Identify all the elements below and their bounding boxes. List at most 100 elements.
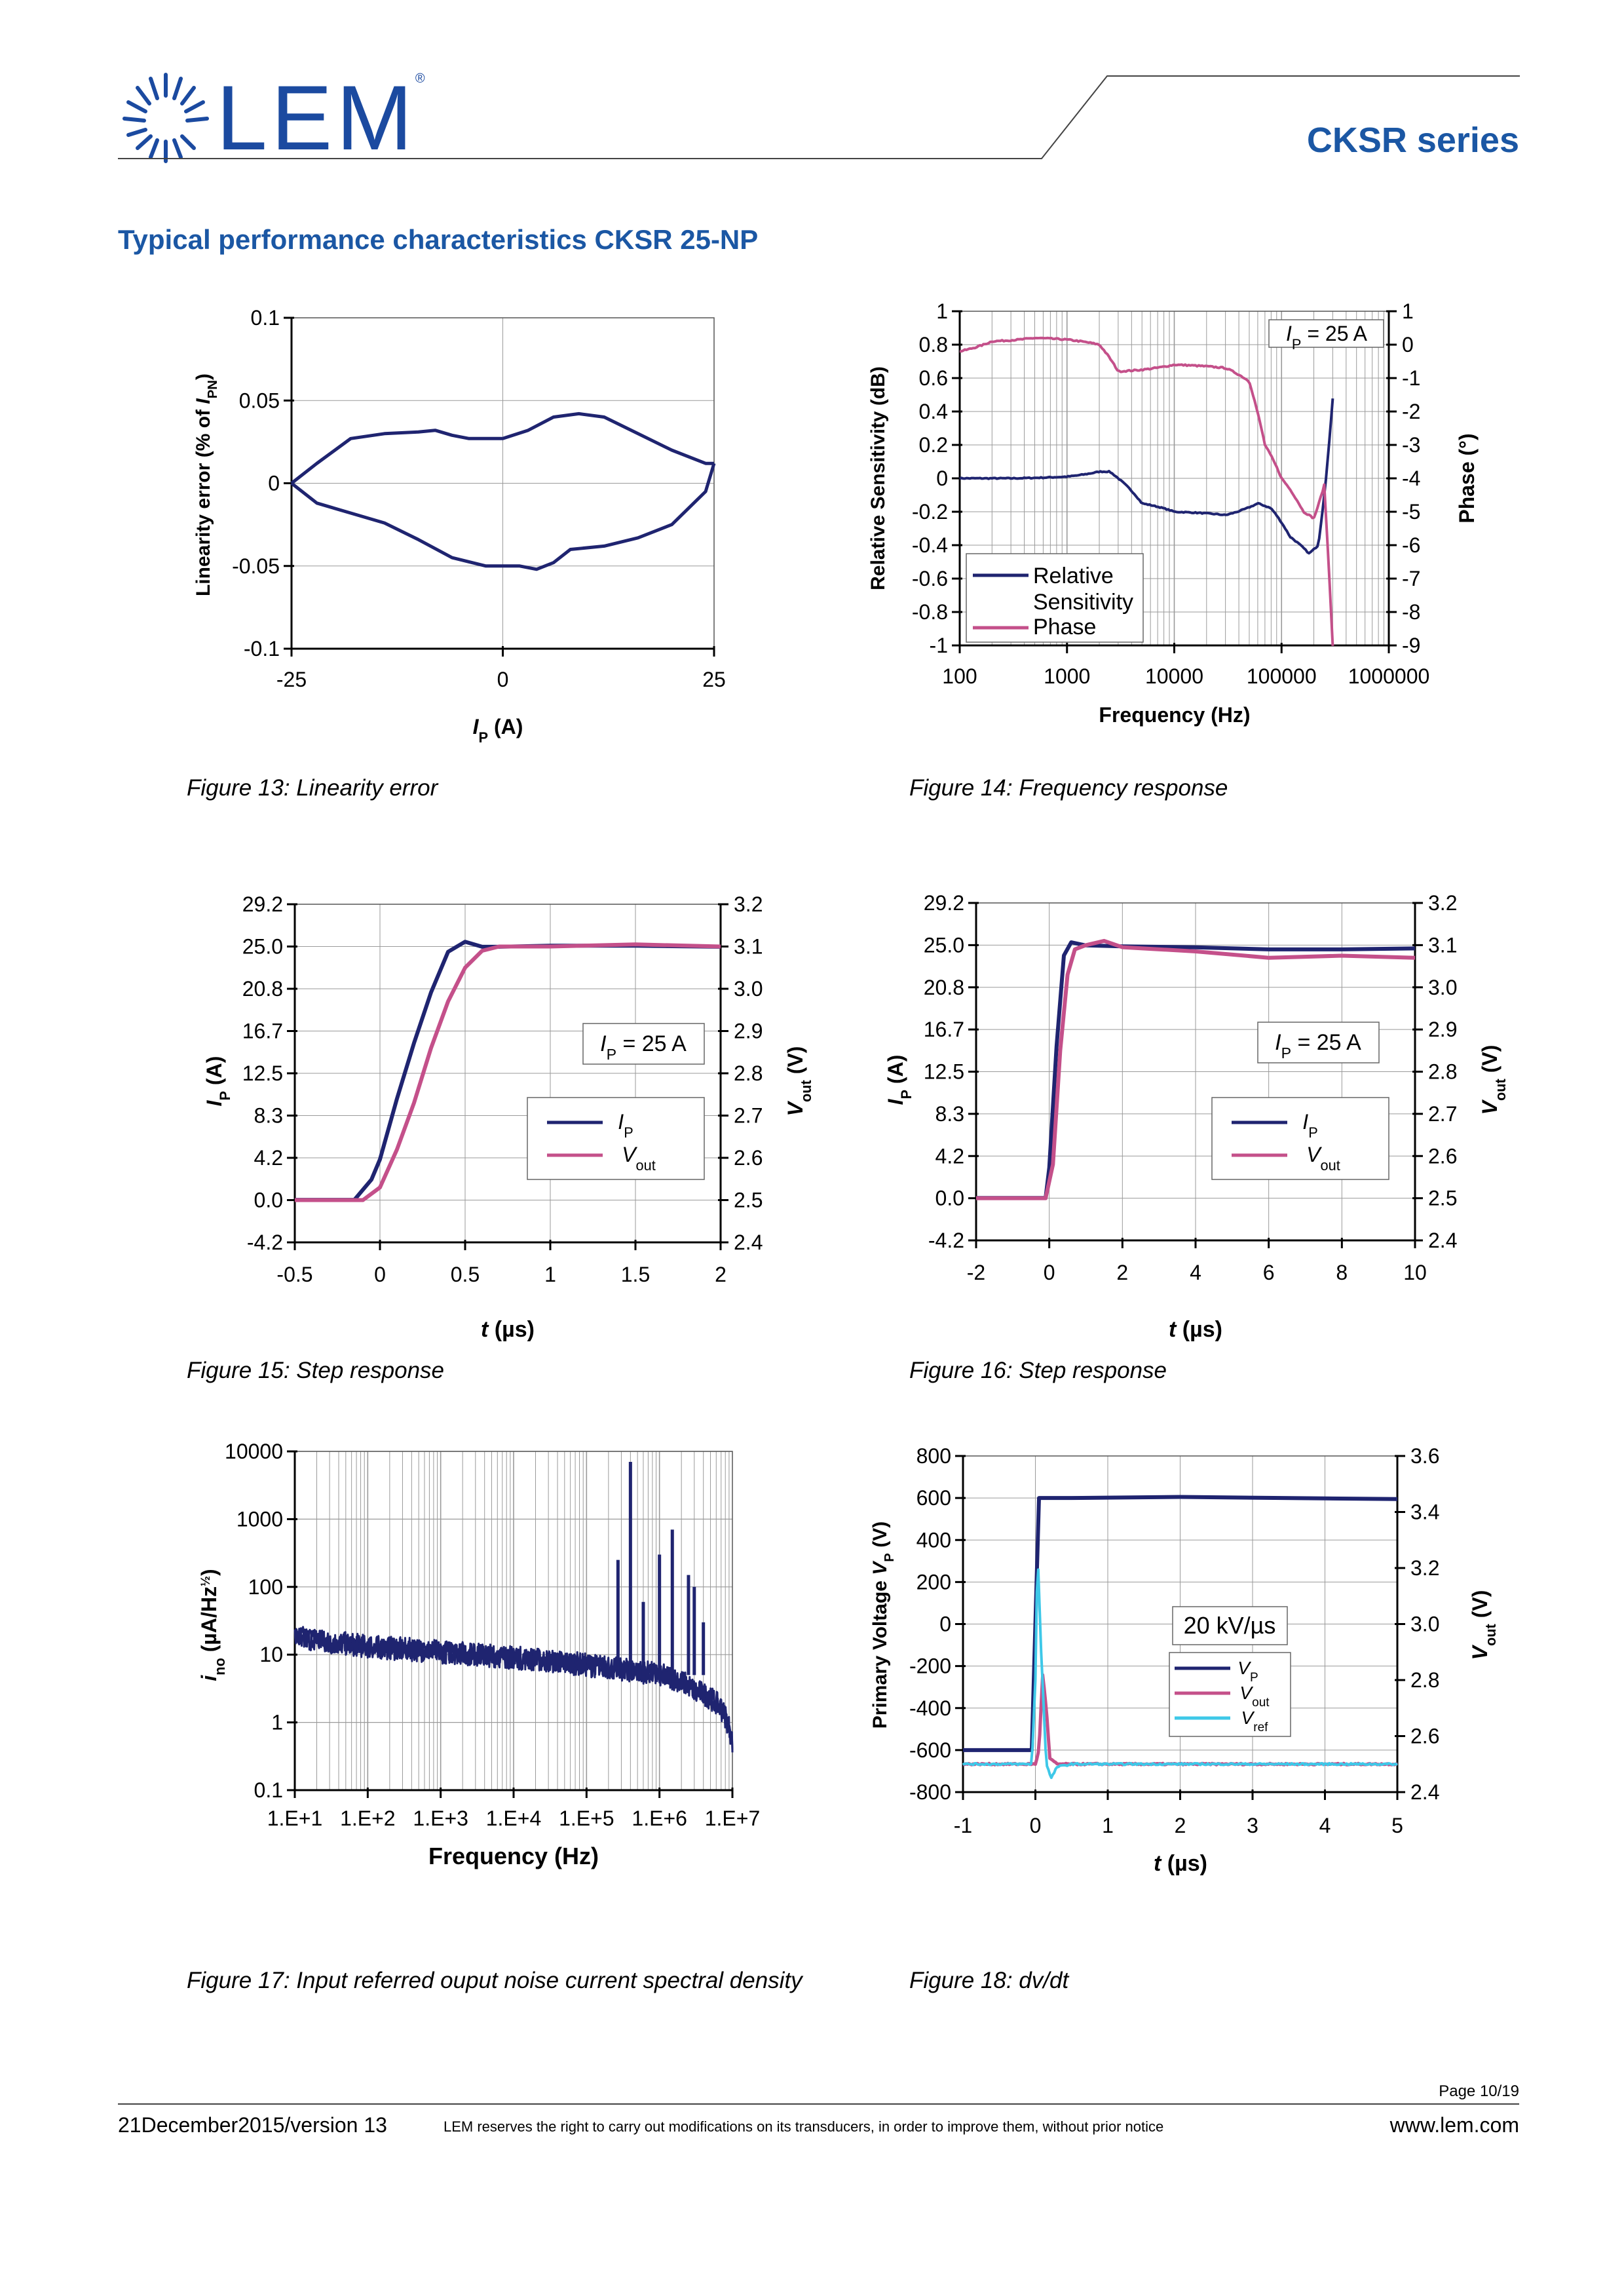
y-tick-label: 400 — [916, 1528, 951, 1552]
y-tick-label: 10000 — [225, 1440, 283, 1463]
x-tick-label: 25 — [702, 668, 726, 691]
y2-tick-label: -4 — [1402, 467, 1420, 490]
y-tick-label: 4.2 — [935, 1144, 964, 1168]
y2-tick-label: 2.8 — [1428, 1060, 1457, 1084]
annotation-box — [1172, 1606, 1288, 1645]
x-tick-label: 6 — [1263, 1261, 1275, 1284]
x-tick-label: 0 — [374, 1263, 386, 1286]
y-tick-label: 16.7 — [924, 1018, 964, 1041]
chart-step-response-2us: -4.2 0.0 4.2 8.3 12.5 16.7 20.8 25.0 29.2 2.4 2.5 2… — [202, 892, 814, 1342]
x-tick-label: 8 — [1336, 1261, 1348, 1284]
y2-tick-label: 3.2 — [734, 892, 763, 916]
figure-15-caption: Figure 15: Step response — [187, 1358, 445, 1383]
series-lower — [290, 463, 716, 571]
x-tick-label: 4 — [1190, 1261, 1201, 1284]
y-tick-label: 600 — [916, 1486, 951, 1510]
y-tick-label: 29.2 — [924, 891, 964, 915]
y-tick-label: 12.5 — [242, 1062, 283, 1085]
y-tick-label: 0 — [936, 467, 948, 490]
series-noise — [293, 1627, 734, 1750]
y-tick-label: 25.0 — [924, 933, 964, 957]
y2-tick-label: 3.2 — [1428, 891, 1457, 915]
y-tick-label: -1 — [930, 634, 948, 657]
x-tick-label: 1 — [1102, 1814, 1114, 1837]
series-relative-sensitivity — [959, 398, 1334, 555]
y-tick-label: -800 — [909, 1780, 951, 1804]
y2-tick-label: 2.5 — [734, 1189, 763, 1212]
legend-label: IP — [618, 1110, 633, 1141]
y-tick-label: 0.0 — [254, 1189, 283, 1212]
y-tick-label: -4.2 — [247, 1231, 283, 1254]
x-tick-label: 0 — [1044, 1261, 1055, 1284]
registered-mark: ® — [415, 71, 429, 86]
y-tick-label: -200 — [909, 1655, 951, 1678]
y2-tick-label: 2.5 — [1428, 1187, 1457, 1210]
x-axis-label: t (µs) — [1169, 1317, 1222, 1342]
legend-label: Phase — [1033, 615, 1096, 640]
y2-tick-label: 2.4 — [734, 1231, 763, 1254]
series-upper — [290, 411, 714, 485]
chart-frequency-response: -1 -0.8 -0.6 -0.4 -0.2 0 0.2 0.4 0.6 0.8 1 -9 -8 -7 -6… — [867, 299, 1479, 727]
series-ip — [976, 940, 1416, 1200]
y2-tick-label: -1 — [1402, 366, 1420, 390]
figure-16-caption: Figure 16: Step response — [909, 1358, 1167, 1383]
y2-tick-label: 2.8 — [734, 1062, 763, 1085]
y-tick-label: -0.05 — [232, 554, 280, 578]
x-axis-label: Frequency (Hz) — [428, 1843, 599, 1869]
x-axis-label: IP (A) — [473, 715, 523, 746]
x-tick-label: 1.E+5 — [559, 1807, 614, 1830]
y-tick-label: 0 — [939, 1613, 951, 1636]
x-tick-label: -25 — [276, 668, 307, 691]
x-tick-label: 1.E+3 — [413, 1807, 468, 1830]
y2-tick-label: 2.4 — [1410, 1780, 1439, 1804]
y-tick-label: 200 — [916, 1570, 951, 1594]
x-tick-label: 1.5 — [621, 1263, 650, 1286]
y2-tick-label: -9 — [1402, 634, 1420, 657]
x-tick-label: 1 — [544, 1263, 556, 1286]
footer-rule — [118, 2103, 1519, 2105]
y-tick-label: 0.05 — [239, 389, 280, 412]
y2-tick-label: 3.0 — [734, 977, 763, 1001]
y-tick-label: -400 — [909, 1696, 951, 1720]
y-tick-label: 0 — [268, 472, 280, 495]
y2-tick-label: -6 — [1402, 533, 1420, 557]
y-axis-label: IP (A) — [202, 1056, 233, 1107]
x-tick-label: 2 — [1175, 1814, 1186, 1837]
y-tick-label: -4.2 — [928, 1229, 964, 1252]
y-tick-label: 29.2 — [242, 892, 283, 916]
x-tick-label: 0.5 — [451, 1263, 480, 1286]
figure-17-caption: Figure 17: Input referred ouput noise cu… — [187, 1968, 803, 1993]
y2-axis-label: Vout (V) — [1468, 1590, 1499, 1660]
x-tick-label: 10 — [1403, 1261, 1427, 1284]
y2-tick-label: 2.7 — [734, 1104, 763, 1128]
y-tick-label: -0.1 — [244, 637, 280, 660]
y2-tick-label: 1 — [1402, 299, 1414, 323]
y-tick-label: 800 — [916, 1444, 951, 1468]
y2-tick-label: 2.6 — [1428, 1144, 1457, 1168]
x-tick-label: 3 — [1247, 1814, 1258, 1837]
x-axis-label: t (µs) — [481, 1317, 535, 1342]
footer-date-version: 21December2015/version 13 — [118, 2113, 387, 2137]
x-tick-label: 2 — [715, 1263, 727, 1286]
y2-tick-label: 2.6 — [734, 1146, 763, 1170]
y-tick-label: 12.5 — [924, 1060, 964, 1084]
y2-tick-label: 3.1 — [1428, 933, 1457, 957]
y-tick-label: 8.3 — [254, 1104, 283, 1128]
annotation-box — [582, 1023, 705, 1065]
y2-tick-label: 2.9 — [734, 1020, 763, 1043]
chart-linearity-error: -0.1 -0.05 0 0.05 0.1 -25 0 25 IP (A) Linearity e… — [193, 306, 726, 746]
y-tick-label: 0.2 — [919, 433, 948, 457]
header-rule — [118, 75, 1520, 159]
figure-14-caption: Figure 14: Frequency response — [909, 775, 1228, 801]
y-tick-label: -0.8 — [912, 600, 948, 624]
y-tick-label: 0.8 — [919, 333, 948, 356]
y-tick-label: 4.2 — [254, 1146, 283, 1170]
y-tick-label: 1 — [936, 299, 948, 323]
y2-axis-label: Vout (V) — [1478, 1045, 1509, 1115]
legend-box — [1211, 1097, 1389, 1180]
y2-tick-label: -2 — [1402, 400, 1420, 423]
y-tick-label: 10 — [259, 1643, 283, 1666]
y-tick-label: 25.0 — [242, 935, 283, 959]
footer-url[interactable]: www.lem.com — [1389, 2113, 1519, 2137]
y2-tick-label: 2.9 — [1428, 1018, 1457, 1041]
